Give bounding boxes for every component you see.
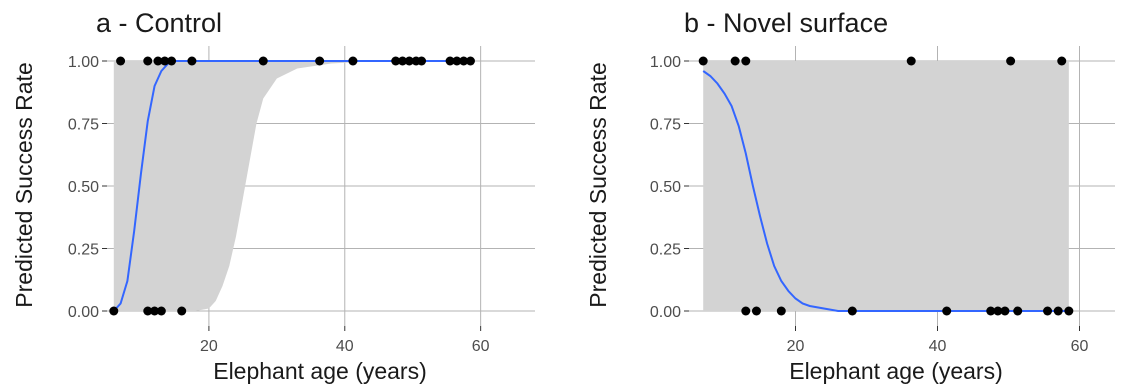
data-point bbox=[741, 56, 751, 66]
data-point bbox=[187, 56, 197, 66]
data-point bbox=[143, 306, 153, 316]
data-point bbox=[160, 56, 170, 66]
data-point bbox=[143, 56, 153, 66]
data-point bbox=[398, 56, 408, 66]
data-point bbox=[1053, 306, 1063, 316]
data-point bbox=[391, 56, 401, 66]
data-point bbox=[906, 56, 916, 66]
data-point bbox=[1000, 306, 1010, 316]
data-point bbox=[459, 56, 469, 66]
x-axis-label: Elephant age (years) bbox=[213, 358, 427, 384]
data-point bbox=[177, 306, 187, 316]
data-point bbox=[465, 56, 475, 66]
x-tick-label: 60 bbox=[1071, 338, 1089, 355]
fit-line bbox=[702, 70, 1069, 312]
y-tick-label: 0.25 bbox=[650, 242, 681, 259]
data-point bbox=[993, 306, 1003, 316]
y-tick-label: 0.25 bbox=[68, 242, 99, 259]
chart-title: b - Novel surface bbox=[684, 8, 888, 38]
data-point bbox=[417, 56, 427, 66]
y-tick-label: 1.00 bbox=[68, 54, 99, 71]
x-tick-label: 40 bbox=[336, 338, 354, 355]
data-point bbox=[1006, 56, 1016, 66]
data-point bbox=[445, 56, 455, 66]
x-tick-label: 20 bbox=[200, 338, 218, 355]
data-point bbox=[1064, 306, 1074, 316]
y-tick-label: 1.00 bbox=[650, 54, 681, 71]
data-point bbox=[1013, 306, 1023, 316]
y-tick-label: 0.50 bbox=[68, 179, 99, 196]
x-tick-label: 20 bbox=[787, 338, 805, 355]
y-tick-label: 0.50 bbox=[650, 179, 681, 196]
y-tick-label: 0.00 bbox=[68, 304, 99, 321]
chart-title: a - Control bbox=[96, 8, 222, 38]
x-tick-label: 40 bbox=[929, 338, 947, 355]
panel-control: 20 40 60 0.00 0.25 0.50 0.75 1.00 a - Control Ele… bbox=[11, 8, 535, 384]
data-point bbox=[847, 306, 857, 316]
data-point bbox=[315, 56, 325, 66]
confidence-band bbox=[113, 61, 471, 311]
data-point bbox=[348, 56, 358, 66]
data-point bbox=[942, 306, 952, 316]
y-tick-label: 0.75 bbox=[68, 117, 99, 134]
data-point bbox=[109, 306, 119, 316]
data-point bbox=[776, 306, 786, 316]
x-tick-label: 60 bbox=[472, 338, 490, 355]
data-point bbox=[730, 56, 740, 66]
data-point bbox=[258, 56, 268, 66]
x-axis-label: Elephant age (years) bbox=[789, 358, 1003, 384]
confidence-band bbox=[703, 61, 1069, 311]
data-point bbox=[404, 56, 414, 66]
data-point bbox=[741, 306, 751, 316]
panel-novel-surface: 20 40 60 0.00 0.25 0.50 0.75 1.00b - Novel surf… bbox=[585, 8, 1115, 384]
data-point bbox=[150, 306, 160, 316]
data-point bbox=[751, 306, 761, 316]
data-point bbox=[1043, 306, 1053, 316]
y-tick-label: 0.00 bbox=[650, 304, 681, 321]
data-point bbox=[167, 56, 177, 66]
data-point bbox=[156, 306, 166, 316]
y-tick-label: 0.75 bbox=[650, 117, 681, 134]
data-point bbox=[1057, 56, 1067, 66]
y-axis-label: Predicted Success Rate bbox=[585, 62, 611, 307]
data-point bbox=[986, 306, 996, 316]
data-point bbox=[116, 56, 126, 66]
data-point bbox=[698, 56, 708, 66]
data-point bbox=[153, 56, 163, 66]
data-point bbox=[452, 56, 462, 66]
y-axis-label: Predicted Success Rate bbox=[11, 62, 37, 307]
